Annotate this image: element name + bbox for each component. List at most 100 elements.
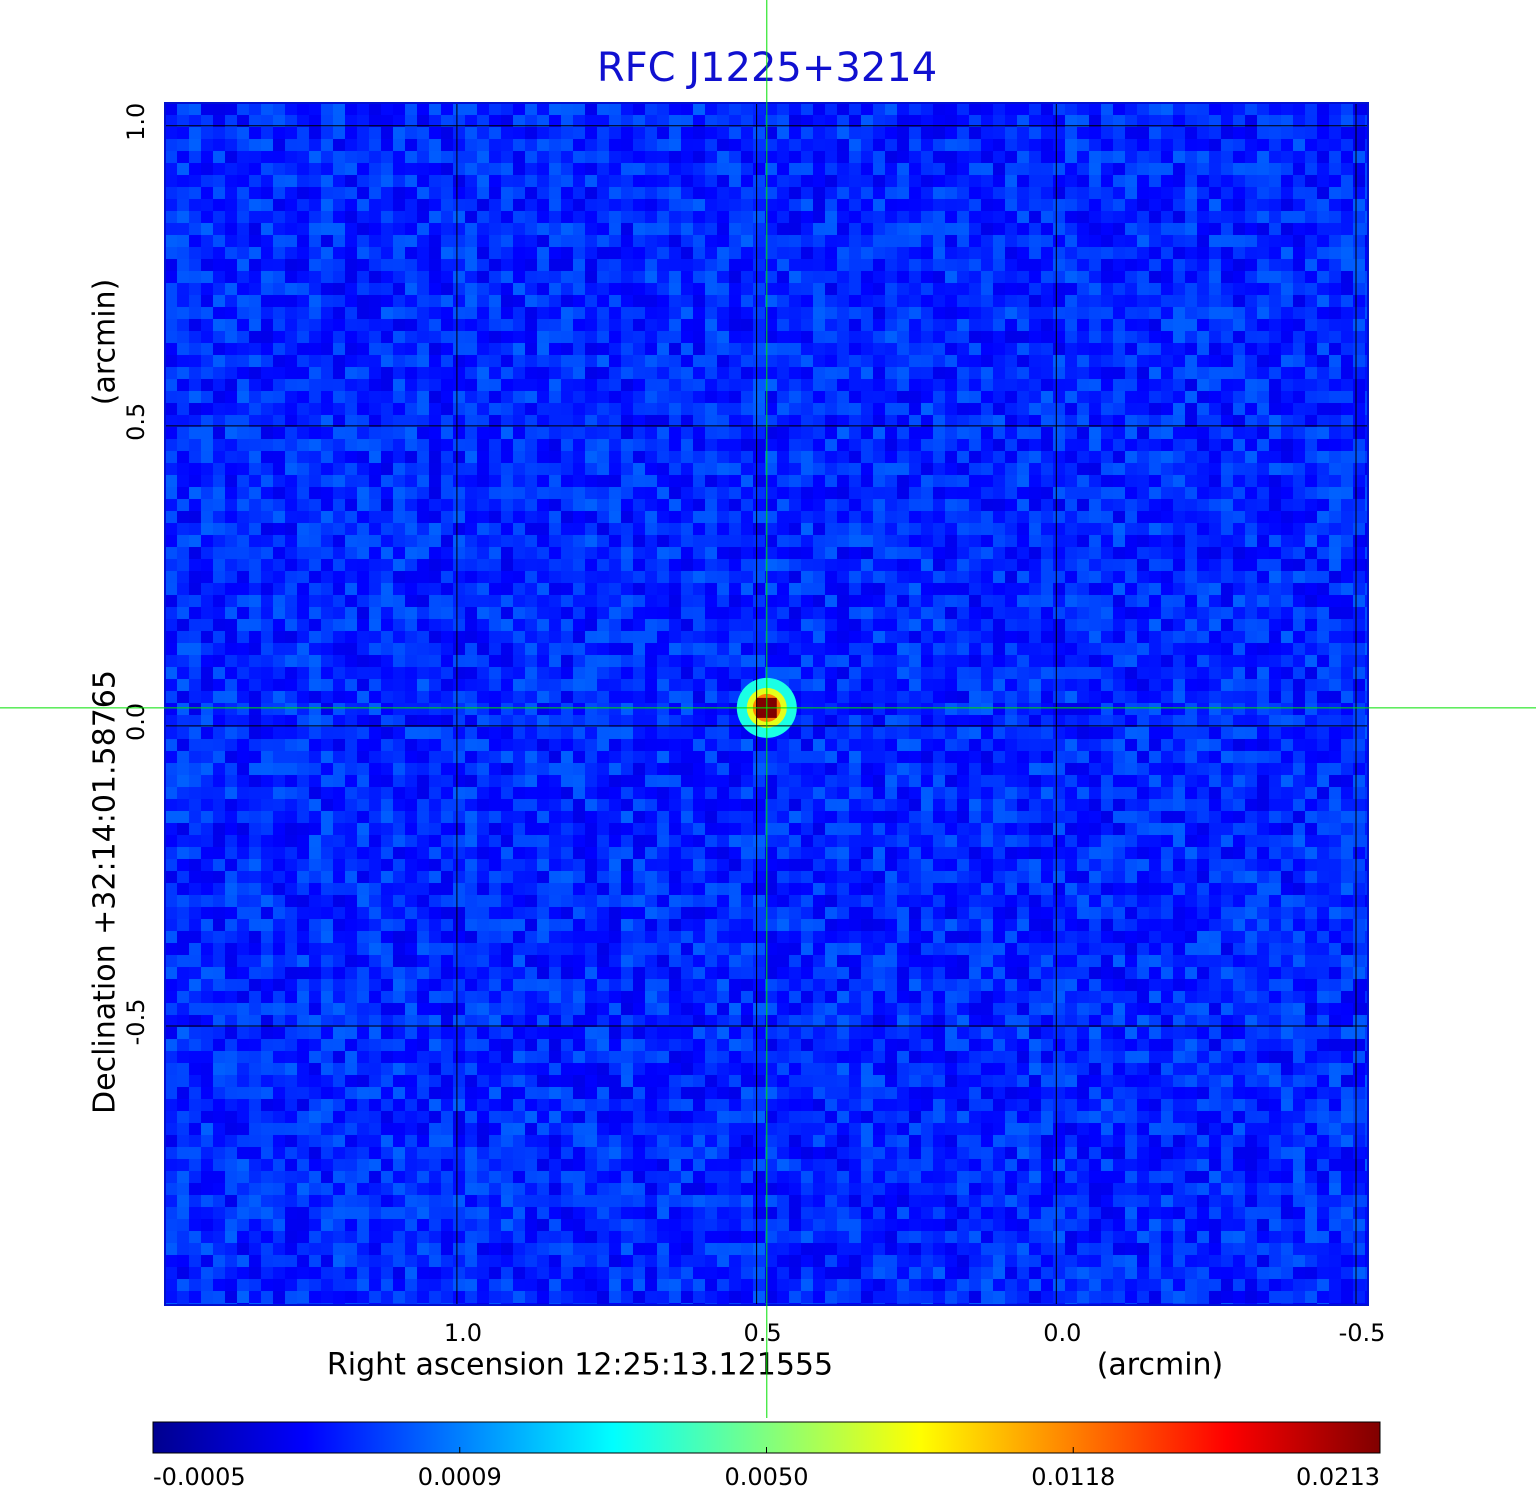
noise-pixel xyxy=(633,331,645,343)
noise-pixel xyxy=(1197,187,1209,199)
noise-pixel xyxy=(177,211,189,223)
noise-pixel xyxy=(1077,271,1089,283)
noise-pixel xyxy=(285,475,297,487)
noise-pixel xyxy=(1341,295,1353,307)
noise-pixel xyxy=(1125,571,1137,583)
noise-pixel xyxy=(885,559,897,571)
noise-pixel xyxy=(1065,259,1077,271)
noise-pixel xyxy=(249,175,261,187)
noise-pixel xyxy=(369,583,381,595)
noise-pixel xyxy=(249,595,261,607)
noise-pixel xyxy=(177,175,189,187)
noise-pixel xyxy=(717,271,729,283)
noise-pixel xyxy=(561,295,573,307)
noise-pixel xyxy=(741,391,753,403)
noise-pixel xyxy=(573,355,585,367)
noise-pixel xyxy=(189,367,201,379)
noise-pixel xyxy=(1245,199,1257,211)
noise-pixel xyxy=(561,199,573,211)
noise-pixel xyxy=(969,583,981,595)
noise-pixel xyxy=(189,187,201,199)
noise-pixel xyxy=(885,295,897,307)
noise-pixel xyxy=(405,463,417,475)
noise-pixel xyxy=(609,403,621,415)
noise-pixel xyxy=(729,163,741,175)
noise-pixel xyxy=(381,223,393,235)
noise-pixel xyxy=(1329,307,1341,319)
noise-pixel xyxy=(1305,307,1317,319)
noise-pixel xyxy=(1353,391,1365,403)
noise-pixel xyxy=(1329,595,1341,607)
noise-pixel xyxy=(369,247,381,259)
noise-pixel xyxy=(717,571,729,583)
noise-pixel xyxy=(1245,655,1257,667)
noise-pixel xyxy=(993,487,1005,499)
noise-pixel xyxy=(1233,595,1245,607)
noise-pixel xyxy=(261,391,273,403)
noise-pixel xyxy=(705,247,717,259)
noise-pixel xyxy=(1137,499,1149,511)
noise-pixel xyxy=(645,199,657,211)
noise-pixel xyxy=(729,127,741,139)
noise-pixel xyxy=(1269,631,1281,643)
noise-pixel xyxy=(309,163,321,175)
noise-pixel xyxy=(969,379,981,391)
noise-pixel xyxy=(1065,295,1077,307)
noise-pixel xyxy=(501,547,513,559)
noise-pixel xyxy=(1149,439,1161,451)
noise-pixel xyxy=(525,199,537,211)
noise-pixel xyxy=(585,199,597,211)
noise-pixel xyxy=(657,679,669,691)
noise-pixel xyxy=(1173,319,1185,331)
noise-pixel xyxy=(945,331,957,343)
noise-pixel xyxy=(417,379,429,391)
noise-pixel xyxy=(669,559,681,571)
noise-pixel xyxy=(729,199,741,211)
noise-pixel xyxy=(1293,487,1305,499)
noise-pixel xyxy=(513,211,525,223)
noise-pixel xyxy=(1185,427,1197,439)
noise-pixel xyxy=(717,619,729,631)
noise-pixel xyxy=(813,247,825,259)
noise-pixel xyxy=(633,163,645,175)
noise-pixel xyxy=(297,139,309,151)
noise-pixel xyxy=(489,355,501,367)
noise-pixel xyxy=(1065,511,1077,523)
noise-pixel xyxy=(729,223,741,235)
noise-pixel xyxy=(825,667,837,679)
noise-pixel xyxy=(1341,643,1353,655)
noise-pixel xyxy=(477,127,489,139)
noise-pixel xyxy=(321,187,333,199)
noise-pixel xyxy=(309,379,321,391)
noise-pixel xyxy=(165,619,177,631)
noise-pixel xyxy=(657,259,669,271)
noise-pixel xyxy=(933,487,945,499)
noise-pixel xyxy=(189,235,201,247)
noise-pixel xyxy=(897,391,909,403)
noise-pixel xyxy=(861,583,873,595)
noise-pixel xyxy=(753,259,765,271)
noise-pixel xyxy=(429,235,441,247)
noise-pixel xyxy=(1305,115,1317,127)
noise-pixel xyxy=(417,499,429,511)
noise-pixel xyxy=(765,187,777,199)
noise-pixel xyxy=(861,187,873,199)
noise-pixel xyxy=(1149,151,1161,163)
noise-pixel xyxy=(597,691,609,703)
noise-pixel xyxy=(357,691,369,703)
noise-pixel xyxy=(825,451,837,463)
noise-pixel xyxy=(309,523,321,535)
noise-pixel xyxy=(873,127,885,139)
noise-pixel xyxy=(633,475,645,487)
noise-pixel xyxy=(741,451,753,463)
noise-pixel xyxy=(1005,547,1017,559)
noise-pixel xyxy=(225,487,237,499)
noise-pixel xyxy=(201,175,213,187)
noise-pixel xyxy=(537,331,549,343)
noise-pixel xyxy=(429,163,441,175)
noise-pixel xyxy=(1065,667,1077,679)
noise-pixel xyxy=(513,103,525,115)
noise-pixel xyxy=(993,271,1005,283)
noise-pixel xyxy=(573,391,585,403)
noise-pixel xyxy=(813,331,825,343)
